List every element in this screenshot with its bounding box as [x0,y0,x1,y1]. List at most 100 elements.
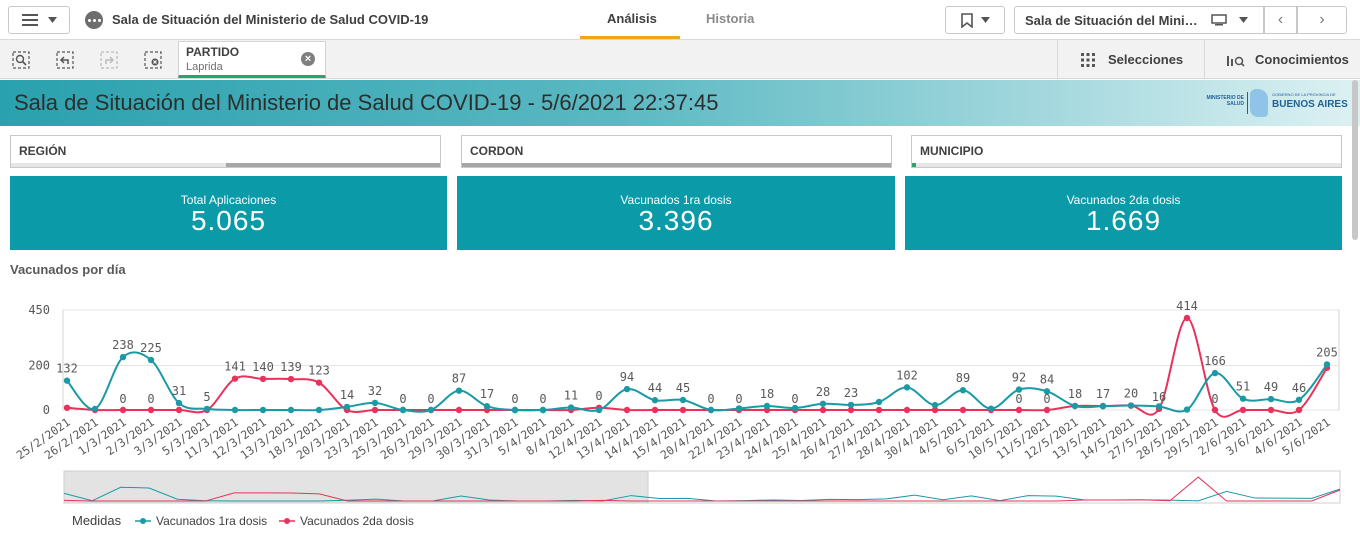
kpi-vacunados-1ra: Vacunados 1ra dosis 3.396 [457,176,895,250]
sheet-selector[interactable]: Sala de Situación del Ministerio de Salu… [1014,6,1264,34]
data-point [1211,406,1219,414]
data-point [119,353,127,361]
vertical-scrollbar[interactable] [1352,80,1358,240]
data-point [1015,406,1023,414]
page-title: Sala de Situación del Ministerio de Salu… [14,90,719,115]
conocimientos-button[interactable]: Conocimientos [1204,40,1360,79]
data-point [1295,396,1303,403]
kpi-vacunados-2da: Vacunados 2da dosis 1.669 [905,176,1342,250]
data-point [1239,406,1247,414]
data-point [287,375,295,383]
data-label: 0 [119,392,126,406]
data-label: 17 [1096,387,1110,401]
data-label: 11 [564,389,578,403]
data-label: 0 [539,392,546,406]
data-point [959,406,967,414]
y-tick-label: 450 [28,303,50,317]
data-label: 0 [595,389,602,403]
data-label: 225 [140,341,162,355]
data-label: 0 [399,392,406,406]
data-label: 5 [203,390,210,404]
data-point [231,375,239,382]
data-point [259,406,267,414]
tab-analisis[interactable]: Análisis [607,11,657,26]
data-point [371,399,379,407]
data-label: 0 [791,392,798,406]
menu-button[interactable] [8,6,70,34]
filter-municipio[interactable]: MUNICIPIO [911,135,1342,168]
legend-title: Medidas [72,513,122,528]
step-back-icon[interactable] [56,51,74,69]
tab-historia[interactable]: Historia [706,11,755,26]
filter-cordon-label: CORDON [470,144,524,158]
data-label: 166 [1204,354,1226,368]
conocimientos-label: Conocimientos [1255,52,1349,67]
data-point [623,385,631,393]
bookmark-button[interactable] [945,6,1005,34]
data-label: 32 [368,384,382,398]
data-point [147,356,155,364]
next-sheet-button[interactable]: › [1297,6,1347,34]
data-point [147,406,155,414]
top-toolbar: Sala de Situación del Ministerio de Salu… [0,0,1360,40]
data-label: 102 [896,368,918,382]
data-label: 17 [480,387,494,401]
selecciones-button[interactable]: Selecciones [1057,40,1204,79]
step-forward-icon[interactable] [100,51,118,69]
selections-bar: PARTIDO Laprida × Selecciones Conocimien… [0,40,1360,79]
data-point [735,405,743,412]
data-point [1267,395,1275,403]
data-point [1183,314,1191,322]
close-icon[interactable]: × [301,52,315,66]
data-label: 44 [648,381,662,395]
previous-sheet-button[interactable]: ‹ [1264,6,1297,34]
data-point [875,406,883,414]
bookmark-icon [960,12,973,28]
data-label: 0 [1211,392,1218,406]
kpi-label: Total Aplicaciones [180,193,277,207]
data-label: 414 [1176,299,1198,313]
data-point [651,397,659,404]
data-point [791,404,799,412]
data-point [931,406,939,414]
smart-search-icon[interactable] [12,51,30,69]
data-point [175,399,183,407]
data-point [91,405,99,413]
data-point [1043,406,1051,414]
kpi-label: Vacunados 2da dosis [1066,193,1181,207]
data-point [903,384,911,391]
data-label: 89 [956,371,970,385]
sheet-selector-label: Sala de Situación del Ministerio de Salu… [1025,12,1201,28]
chevron-down-icon [1239,17,1248,23]
data-point [903,406,911,414]
data-point [931,401,939,409]
filter-cordon[interactable]: CORDON [461,135,892,168]
logo-province-text: BUENOS AIRES [1272,99,1348,110]
data-point [63,404,71,411]
legend-item: Vacunados 2da dosis [300,514,414,528]
data-point [1323,361,1331,368]
range-navigator-shade [63,470,649,504]
data-point [1015,386,1023,393]
data-point [343,403,351,411]
filter-region-bar [11,163,440,167]
data-point [1071,402,1079,410]
data-point [1155,403,1163,410]
clear-all-icon[interactable] [144,51,162,69]
province-map-icon [1250,89,1268,117]
selection-chip-partido[interactable]: PARTIDO Laprida × [178,41,326,78]
data-point [455,387,463,394]
data-point [987,405,995,412]
data-point [819,400,827,407]
data-label: 141 [224,360,246,374]
data-point [63,377,71,384]
data-point [1239,395,1247,402]
chevron-down-icon [980,17,990,23]
data-label: 0 [735,392,742,406]
filter-region[interactable]: REGIÓN [10,135,441,168]
kpi-total-aplicaciones: Total Aplicaciones 5.065 [10,176,447,250]
data-point [539,406,547,414]
active-tab-indicator [580,36,680,39]
data-label: 0 [1043,392,1050,406]
